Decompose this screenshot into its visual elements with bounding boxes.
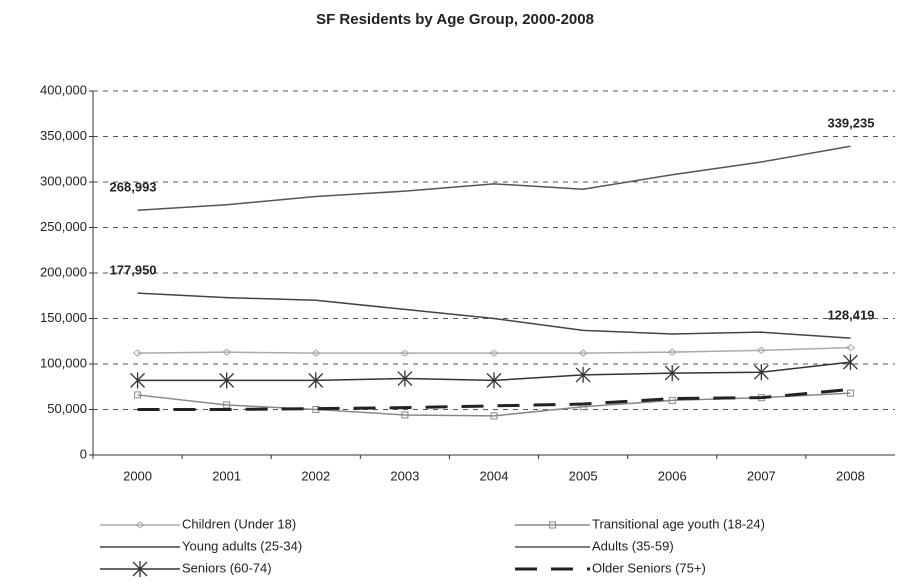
y-tick-label: 200,000 [40,264,87,279]
x-tick-label: 2002 [301,468,330,483]
legend-label: Children (Under 18) [182,516,296,531]
x-tick-label: 2005 [569,468,598,483]
y-tick-label: 400,000 [40,82,87,97]
data-label: 268,993 [110,180,157,195]
series-line [137,145,851,211]
x-tick-label: 2000 [123,468,152,483]
marker [668,396,676,404]
data-label: 177,950 [110,263,157,278]
marker [667,348,678,356]
legend-label: Older Seniors (75+) [592,560,706,575]
data-label: 339,235 [827,116,874,131]
marker [664,365,680,382]
x-tick-label: 2007 [747,468,776,483]
y-tick-label: 350,000 [40,128,87,143]
y-tick-label: 50,000 [47,401,87,416]
marker [578,349,588,357]
marker [401,411,409,419]
marker [134,391,142,399]
x-tick-label: 2008 [836,468,865,483]
marker [132,349,143,357]
y-tick-label: 150,000 [40,310,87,325]
legend-label: Seniors (60-74) [182,560,272,575]
marker [400,349,410,357]
legend-label: Young adults (25-34) [182,538,302,553]
marker [221,348,232,356]
marker [489,349,499,357]
y-tick-label: 250,000 [40,219,87,234]
marker [135,521,145,529]
x-tick-label: 2006 [658,468,687,483]
series-line [137,387,851,411]
series-line [137,292,851,339]
y-tick-label: 100,000 [40,355,87,370]
marker [575,366,591,383]
marker [486,372,502,389]
marker [756,346,767,354]
marker [549,521,556,529]
data-label: 128,419 [827,308,874,323]
series-line [137,346,851,354]
marker [308,372,324,389]
marker [753,364,769,381]
x-tick-label: 2004 [480,468,509,483]
marker [130,372,146,389]
marker [842,354,858,371]
marker [132,561,148,577]
marker [490,412,498,420]
chart-title: SF Residents by Age Group, 2000-2008 [316,11,594,28]
marker [397,370,413,387]
marker [310,349,321,357]
x-tick-label: 2003 [390,468,419,483]
marker [845,343,856,352]
y-tick-label: 300,000 [40,173,87,188]
marker [846,389,854,397]
legend-label: Transitional age youth (18-24) [592,516,765,531]
marker [223,401,231,409]
legend-label: Adults (35-59) [592,538,674,553]
marker [219,372,235,389]
x-tick-label: 2001 [212,468,241,483]
y-tick-label: 0 [80,446,87,461]
